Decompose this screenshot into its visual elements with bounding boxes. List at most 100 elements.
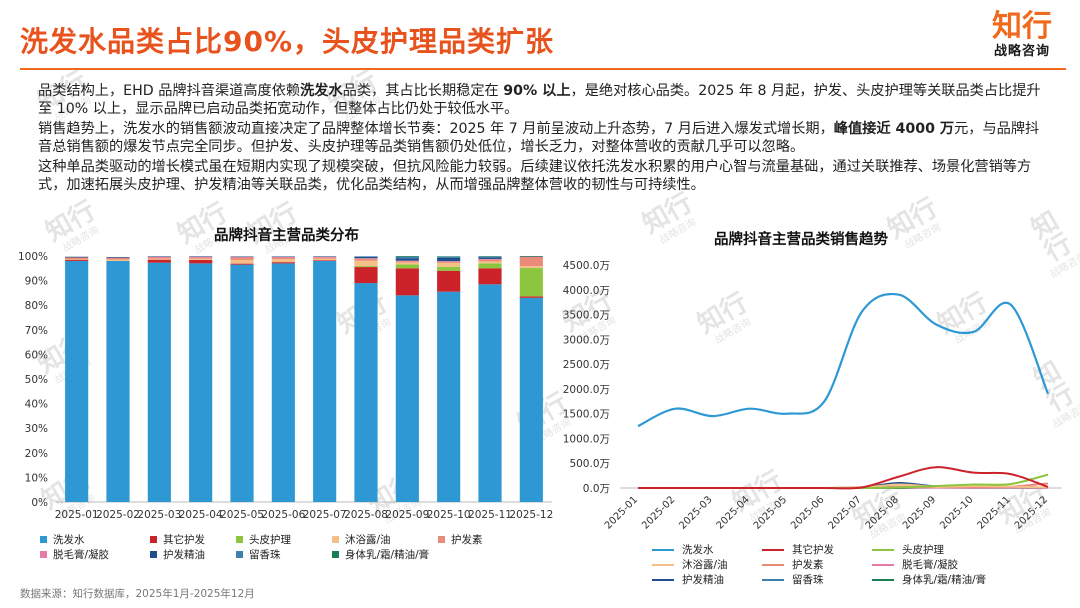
paragraph-text-segment: 洗发水 [300,83,343,99]
bar-segment [230,263,254,265]
legend-item: 身体乳/霜/精油/膏 [332,547,429,562]
x-tick-label: 2025-01 [55,509,99,521]
legend-label: 头皮护理 [249,534,291,546]
legend-label: 留香珠 [249,549,281,561]
legend-label: 护发素 [792,559,824,571]
bar-segment [354,267,378,284]
y-tick-label: 3500.0万 [563,310,610,322]
legend-label: 身体乳/霜/精油/膏 [345,549,430,561]
paragraph-text-segment: 这种单品类驱动的增长模式虽在短期内实现了规模突破，但抗风险能力较弱。后续建议依托… [38,159,1032,193]
x-tick-label: 2025-07 [303,509,347,521]
bar-segment [147,256,171,257]
bar-segment [106,257,130,260]
legend-line-swatch [762,548,784,551]
x-tick-label: 2025-07 [826,494,863,531]
legend-swatch [150,536,157,543]
bar-segment [65,256,89,258]
legend-item: 身体乳/霜/精油/膏 [872,572,986,587]
bar-chart-legend: 洗发水 其它护发 头皮护理 沐浴露/油 护发素脱毛膏/凝胶 护发精油 留香珠 身体乳/霜/精油… [0,532,540,562]
legend-line-swatch [872,548,894,551]
bar-segment [478,284,502,502]
legend-label: 身体乳/霜/精油/膏 [902,574,987,586]
bar-segment [395,295,419,502]
legend-swatch [40,551,47,558]
bar-segment [354,258,378,261]
paragraph-text-segment: 销售趋势上，洗发水的销售额波动直接决定了品牌整体增长节奏：2025 年 7 月前… [38,121,834,137]
legend-label: 护发素 [451,534,483,546]
bar-segment [230,256,254,258]
x-tick-label: 2025-08 [344,509,388,521]
bar-segment [395,256,419,257]
bar-segment [478,268,502,285]
x-tick-label: 2025-11 [976,494,1013,531]
y-tick-label: 80% [25,300,48,312]
bar-segment [313,260,337,261]
bar-segment [230,256,254,257]
bar-segment [437,257,461,262]
bar-segment [395,262,419,265]
legend-label: 脱毛膏/凝胶 [53,549,110,561]
line-chart: 0.0万 500.0万 1000.0万 1500.0万 2000.0万 2500.0万 30… [563,260,1062,532]
legend-label: 留香珠 [792,574,824,586]
x-tick-label: 2025-10 [938,494,975,531]
y-tick-label: 10% [25,472,48,484]
y-tick-label: 0.0万 [583,483,610,495]
legend-item: 头皮护理 [872,542,944,557]
legend-swatch [150,551,157,558]
bar-segment [437,256,461,258]
bar-segment [313,258,337,261]
legend-line-swatch [652,548,674,551]
bar-segment [519,268,543,297]
bar-segment [147,262,171,502]
x-tick-label: 2025-04 [179,509,223,521]
legend-item: 护发精油 [150,547,205,562]
bar-segment [313,256,337,257]
paragraph-text-segment: 品类，其占比长期稳定在 [342,83,504,99]
y-tick-label: 0% [31,497,48,509]
legend-item: 留香珠 [762,572,824,587]
legend-item: 洗发水 [40,532,85,547]
legend-label: 洗发水 [682,544,714,556]
legend-item: 头皮护理 [236,532,291,547]
legend-item: 其它护发 [762,542,834,557]
x-tick-label: 2025-02 [96,509,140,521]
y-tick-label: 70% [25,325,48,337]
x-tick-label: 2025-12 [1013,494,1050,531]
y-tick-label: 90% [25,276,48,288]
bar-segment [478,256,502,257]
watermark-main-text: 知行 [882,192,943,245]
bar-segment [354,256,378,257]
bar-segment [519,256,543,267]
bar-segment [354,260,378,267]
legend-swatch [236,536,243,543]
bar-segment [437,266,461,271]
legend-item: 护发精油 [652,572,724,587]
legend-item: 沐浴露/油 [332,532,391,547]
legend-swatch [332,551,339,558]
legend-item: 脱毛膏/凝胶 [40,547,109,562]
bar-segment [519,256,543,257]
y-tick-label: 4500.0万 [563,260,610,272]
bar-segment [395,268,419,296]
legend-label: 洗发水 [53,534,85,546]
bar-segment [395,258,419,261]
line-chart-legend: 洗发水 其它护发 头皮护理 沐浴露/油 护发素 脱毛膏/凝胶 护发精油 留香珠 身体乳/霜/精油… [560,542,1060,586]
x-tick-label: 2025-06 [261,509,305,521]
legend-label: 沐浴露/油 [345,534,391,546]
bar-segment [478,257,502,259]
legend-label: 脱毛膏/凝胶 [902,559,959,571]
legend-line-swatch [652,563,674,566]
x-tick-label: 2025-01 [603,494,640,531]
bar-segment [354,283,378,502]
bar-segment [106,256,130,258]
bar-segment [230,257,254,260]
bar-segment [478,261,502,264]
bar-segment [230,259,254,264]
data-source-note: 数据来源：知行数据库，2025年1月-2025年12月 [20,588,255,600]
legend-item: 其它护发 [150,532,205,547]
bar-segment [519,297,543,502]
logo-sub-text: 战略咨询 [993,44,1050,59]
bar-segment [271,256,295,257]
paragraph-text-segment: 90% 以上 [503,83,571,99]
bar-segment [189,259,213,264]
